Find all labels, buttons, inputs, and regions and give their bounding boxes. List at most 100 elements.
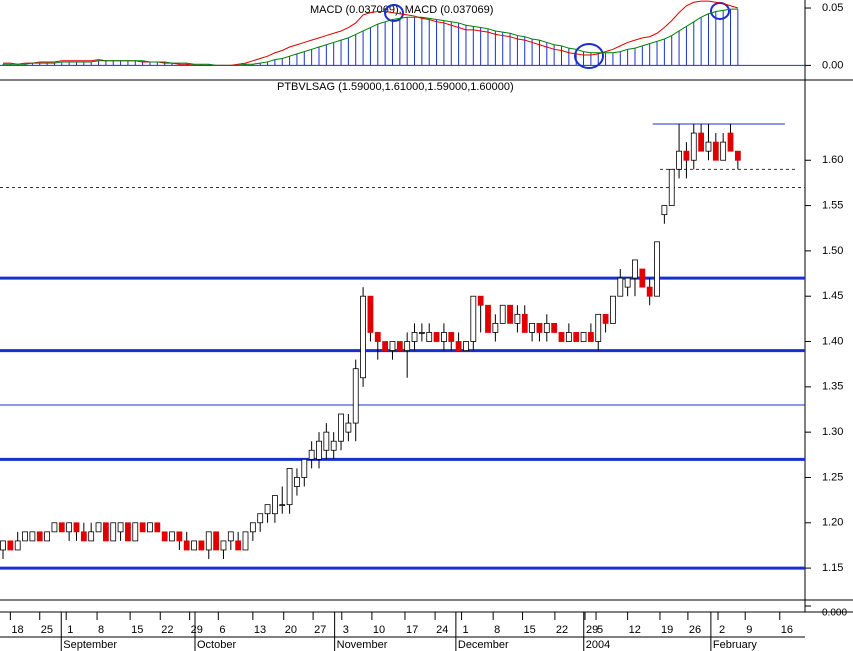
x-tick-label: 8	[494, 624, 500, 636]
x-tick-label: 18	[11, 624, 23, 636]
x-tick-label: 9	[746, 624, 752, 636]
candle-body	[455, 341, 462, 351]
candle-body	[617, 277, 624, 297]
x-tick-label: 2	[719, 624, 725, 636]
month-label: November	[337, 639, 388, 651]
candle-body	[521, 313, 528, 333]
candle-body	[477, 295, 484, 306]
candle-body	[463, 341, 469, 351]
candle-body	[727, 132, 734, 152]
x-tick-label: 8	[98, 624, 104, 636]
candle-body	[110, 522, 117, 542]
y-tick-label: 1.25	[822, 471, 843, 483]
candle-body	[0, 540, 6, 551]
candle-body	[668, 168, 675, 206]
x-tick-label: 1	[67, 624, 73, 636]
candle-body	[301, 458, 308, 478]
x-tick-label: 5	[597, 624, 603, 636]
candle-body	[323, 431, 330, 451]
candle-body	[271, 495, 278, 515]
x-tick-label: 15	[524, 624, 536, 636]
candle-body	[58, 522, 65, 533]
candle-body	[720, 141, 727, 161]
candle-body	[279, 504, 286, 507]
candle-body	[73, 522, 80, 533]
x-tick-label: 27	[314, 624, 326, 636]
candle-body	[426, 332, 433, 342]
y-tick-label: 1.30	[822, 426, 843, 438]
candle-body	[330, 440, 337, 451]
candle-body	[734, 150, 741, 161]
candle-body	[433, 332, 440, 342]
candle-body	[14, 540, 21, 551]
x-tick-label: 29	[191, 624, 203, 636]
y-tick-label: 1.60	[822, 154, 843, 166]
candle-body	[580, 332, 587, 342]
candle-body	[587, 332, 594, 342]
candle-body	[125, 522, 131, 542]
candle-body	[507, 304, 513, 324]
candle-body	[676, 150, 682, 170]
candle-body	[661, 205, 668, 216]
candle-body	[565, 332, 572, 342]
month-label: 2004	[586, 639, 610, 651]
annotation-circle	[384, 4, 404, 22]
month-label: February	[713, 639, 758, 651]
candle-body	[257, 513, 264, 524]
x-tick-label: 15	[131, 624, 143, 636]
candle-body	[198, 540, 205, 551]
candle-body	[646, 286, 653, 297]
y-tick-label: 0.05	[822, 2, 843, 14]
candle-body	[22, 531, 28, 542]
x-tick-label: 19	[661, 624, 673, 636]
candle-body	[235, 540, 242, 551]
annotation-circle	[574, 43, 604, 69]
candle-body	[176, 531, 183, 542]
candle-body	[639, 268, 646, 288]
candle-body	[632, 259, 638, 279]
candle-body	[132, 522, 139, 542]
candle-body	[573, 332, 580, 342]
candle-body	[316, 440, 322, 460]
y-tick-label: 1.35	[822, 381, 843, 393]
candle-body	[7, 540, 14, 551]
x-tick-label: 25	[41, 624, 53, 636]
candle-body	[499, 304, 506, 324]
x-tick-label: 12	[629, 624, 641, 636]
candle-body	[602, 313, 609, 324]
y-tick-label: 1.40	[822, 335, 843, 347]
x-tick-label: 17	[406, 624, 418, 636]
candle-body	[683, 150, 690, 161]
candle-body	[404, 341, 411, 351]
x-tick-label: 20	[285, 624, 297, 636]
candle-body	[338, 413, 344, 442]
candle-body	[411, 332, 418, 342]
x-tick-label: 3	[343, 624, 349, 636]
candle-body	[470, 295, 477, 342]
candle-body	[448, 332, 455, 342]
candle-body	[139, 522, 146, 533]
candle-body	[690, 132, 697, 161]
candle-body	[558, 332, 565, 342]
candle-body	[485, 304, 491, 333]
candle-body	[514, 313, 521, 324]
candle-body	[191, 540, 197, 551]
y-tick-label: 1.20	[822, 517, 843, 529]
candle-body	[264, 504, 271, 515]
macd-line	[3, 8, 738, 66]
candle-body	[88, 531, 95, 542]
candle-body	[536, 322, 543, 333]
candle-body	[205, 531, 212, 551]
x-tick-label: 29	[586, 624, 598, 636]
candle-body	[492, 322, 499, 333]
candle-body	[117, 522, 124, 533]
candle-body	[294, 477, 300, 487]
candle-body	[705, 141, 712, 152]
y-tick-label: 1.45	[822, 290, 843, 302]
candle-body	[227, 531, 234, 542]
x-tick-label: 16	[781, 624, 793, 636]
candle-body	[66, 522, 73, 533]
candle-body	[154, 522, 161, 533]
